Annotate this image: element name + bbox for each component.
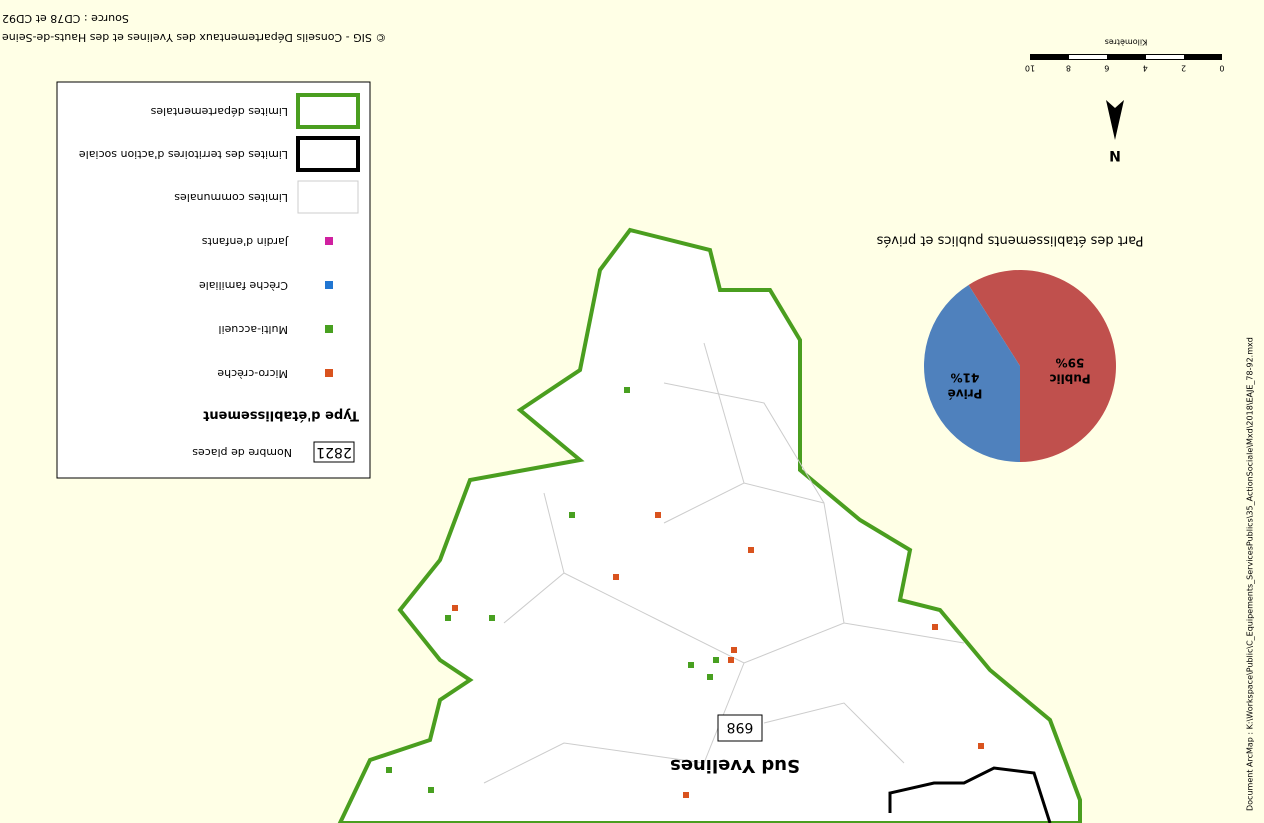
pie-slice xyxy=(923,284,1020,462)
legend-symbol xyxy=(325,281,333,289)
legend-symbol xyxy=(296,93,360,129)
scale-label: 6 xyxy=(1104,64,1109,73)
document-path: Document ArcMap : K:\Workspace\Public\C_… xyxy=(1246,337,1255,811)
scale-label: 10 xyxy=(1025,64,1035,73)
legend-label: Crèche familiale xyxy=(199,279,288,292)
legend-label: Limites départementales xyxy=(150,105,288,118)
legend-symbol xyxy=(325,325,333,333)
legend-item: Limites communales xyxy=(174,180,359,214)
legend-symbol xyxy=(297,180,359,214)
scale-label: 8 xyxy=(1066,64,1071,73)
scale-unit: Kilomètres xyxy=(1105,38,1148,48)
pie-label: Public xyxy=(1049,372,1090,386)
map: Sud Yvelines 698 xyxy=(336,227,1082,823)
legend-label: Limites des territoires d'action sociale xyxy=(79,148,288,161)
territory-name: Sud Yvelines xyxy=(670,755,800,776)
source: Source : CD78 et CD92 xyxy=(2,12,129,25)
scale-label: 2 xyxy=(1181,64,1186,73)
legend-item: Limites des territoires d'action sociale xyxy=(79,136,360,172)
legend-places-label: Nombre de places xyxy=(192,446,292,459)
pie-value-label: 59% xyxy=(1056,356,1085,370)
scale-label: 0 xyxy=(1219,64,1224,73)
copyright: © SIG - Conseils Départementaux des Yvel… xyxy=(2,31,387,44)
places-box xyxy=(717,714,763,742)
places-count: 698 xyxy=(727,719,754,735)
legend-places-box xyxy=(313,441,355,463)
legend-label: Multi-accueil xyxy=(218,323,288,336)
north-arrow xyxy=(1106,100,1124,140)
pie-slice xyxy=(968,270,1116,462)
commune-boundaries xyxy=(483,342,965,784)
legend-symbol xyxy=(296,136,360,172)
legend-label: Micro-crèche xyxy=(217,367,288,380)
department-boundary xyxy=(336,227,1082,823)
legend-item: Multi-accueil xyxy=(218,323,333,336)
legend-symbol xyxy=(325,237,333,245)
legend-label: Jardin d'enfants xyxy=(202,235,289,248)
scale-bar xyxy=(1030,54,1222,60)
legend-label: Limites communales xyxy=(174,191,288,204)
territory-boundary xyxy=(888,766,1052,823)
legend-box xyxy=(56,81,371,479)
legend-item: Limites départementales xyxy=(150,93,360,129)
legend-item: Micro-crèche xyxy=(217,367,333,380)
north-label: N xyxy=(1109,147,1121,163)
pie-title: Part des établissements publics et privé… xyxy=(876,233,1143,248)
pie-value-label: 41% xyxy=(951,371,980,385)
legend-item: Crèche familiale xyxy=(199,279,333,292)
establishments xyxy=(386,387,984,798)
pie-chart: Public 59% Privé 41% xyxy=(923,270,1116,462)
legend-item: Jardin d'enfants xyxy=(202,235,333,248)
scale-label: 4 xyxy=(1143,64,1148,73)
legend-places-count: 2821 xyxy=(316,444,352,460)
pie-label: Privé xyxy=(948,387,983,401)
legend-symbol xyxy=(325,369,333,377)
legend-type-title: Type d'établissement xyxy=(203,408,359,423)
